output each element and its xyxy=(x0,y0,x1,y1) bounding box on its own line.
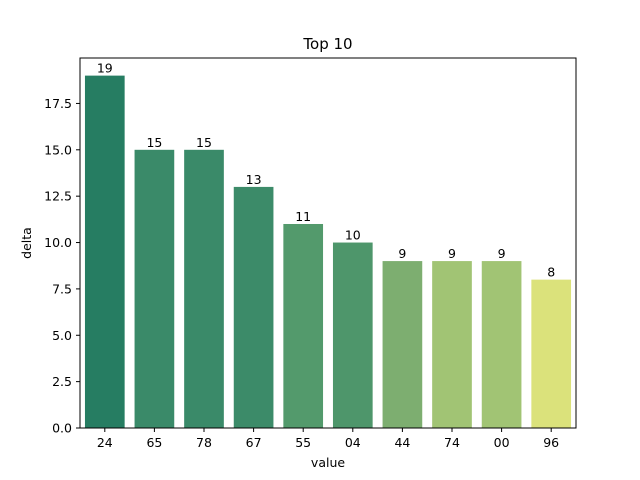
x-tick-label: 78 xyxy=(196,435,212,450)
y-tick-label: 0.0 xyxy=(52,421,72,436)
x-tick-label: 55 xyxy=(295,435,311,450)
x-tick-label: 04 xyxy=(345,435,361,450)
bar-value-label-24: 19 xyxy=(97,61,113,76)
bar-44 xyxy=(382,261,423,428)
chart-title: Top 10 xyxy=(302,35,352,53)
bar-value-label-55: 11 xyxy=(295,209,311,224)
bar-value-label-00: 9 xyxy=(498,246,506,261)
plot-frame xyxy=(79,57,577,429)
x-tick-label: 74 xyxy=(444,435,460,450)
bar-04 xyxy=(332,242,373,428)
x-tick-label: 96 xyxy=(543,435,559,450)
y-axis: 0.0 2.5 5.0 7.5 10.0 12.5 15.0 17.5 xyxy=(44,96,80,436)
bar-74 xyxy=(432,261,472,428)
y-tick-label: 15.0 xyxy=(44,142,72,157)
x-tick-label: 00 xyxy=(494,435,510,450)
bar-value-label-44: 9 xyxy=(398,246,406,261)
bar-value-label-96: 8 xyxy=(547,265,555,280)
y-tick-label: 2.5 xyxy=(52,374,72,389)
x-tick-label: 67 xyxy=(246,435,262,450)
bar-55 xyxy=(283,223,324,428)
x-tick-label: 24 xyxy=(97,435,113,450)
bar-value-label-04: 10 xyxy=(345,228,361,243)
bar-65 xyxy=(134,149,175,429)
bar-24 xyxy=(84,75,125,429)
bar-value-label-67: 13 xyxy=(246,172,262,187)
bar-value-label-65: 15 xyxy=(146,135,162,150)
bar-value-label-74: 9 xyxy=(448,246,456,261)
bars-layer: 19 15 15 13 11 10 9 9 9 8 xyxy=(84,61,572,429)
bar-67 xyxy=(233,186,274,428)
bar-96 xyxy=(531,279,572,428)
x-tick-label: 44 xyxy=(394,435,410,450)
y-tick-label: 10.0 xyxy=(44,235,72,250)
x-axis: 24 65 78 67 55 04 44 74 00 96 xyxy=(97,428,559,450)
y-tick-label: 12.5 xyxy=(44,189,72,204)
bar-78 xyxy=(184,149,224,429)
bar-00 xyxy=(481,261,522,428)
y-tick-label: 5.0 xyxy=(52,328,72,343)
x-axis-label: value xyxy=(311,455,345,470)
x-tick-label: 65 xyxy=(146,435,162,450)
y-tick-label: 7.5 xyxy=(52,281,72,296)
y-tick-label: 17.5 xyxy=(44,96,72,111)
y-axis-label: delta xyxy=(19,227,34,259)
bar-value-label-78: 15 xyxy=(196,135,212,150)
